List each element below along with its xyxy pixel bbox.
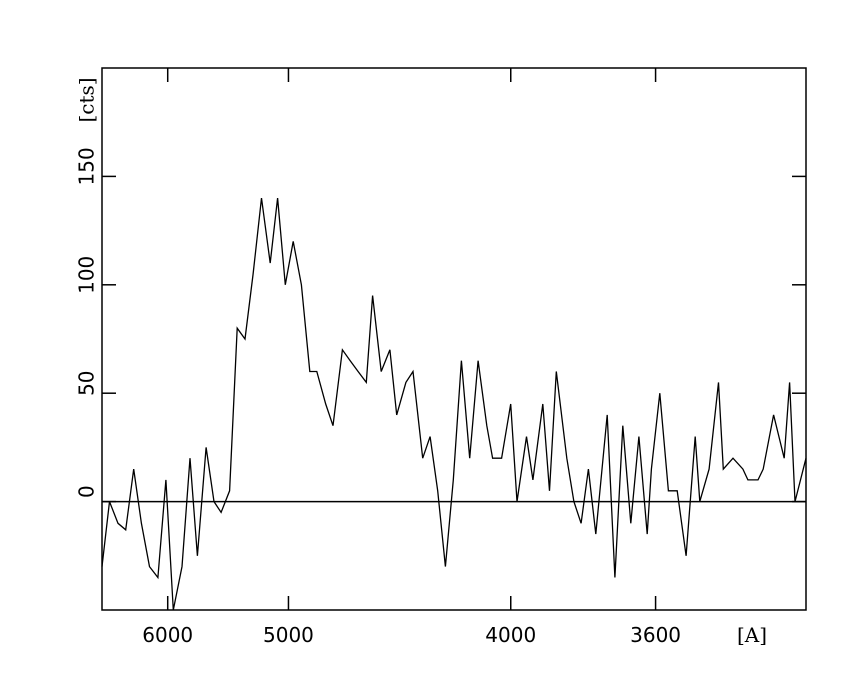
x-tick-label: 6000	[142, 623, 193, 647]
x-tick-label: 5000	[263, 623, 314, 647]
y-tick-label: 150	[75, 147, 99, 185]
plot-frame	[101, 67, 807, 611]
y-tick-label: 100	[75, 256, 99, 294]
y-tick-label: 50	[75, 370, 99, 395]
x-axis-label: [A]	[737, 623, 767, 647]
spectrum-line	[101, 198, 807, 611]
x-tick-label: 4000	[485, 623, 536, 647]
y-axis-label: [cts]	[75, 77, 99, 122]
x-tick-label: 3600	[630, 623, 681, 647]
y-tick-label: 0	[75, 485, 99, 498]
